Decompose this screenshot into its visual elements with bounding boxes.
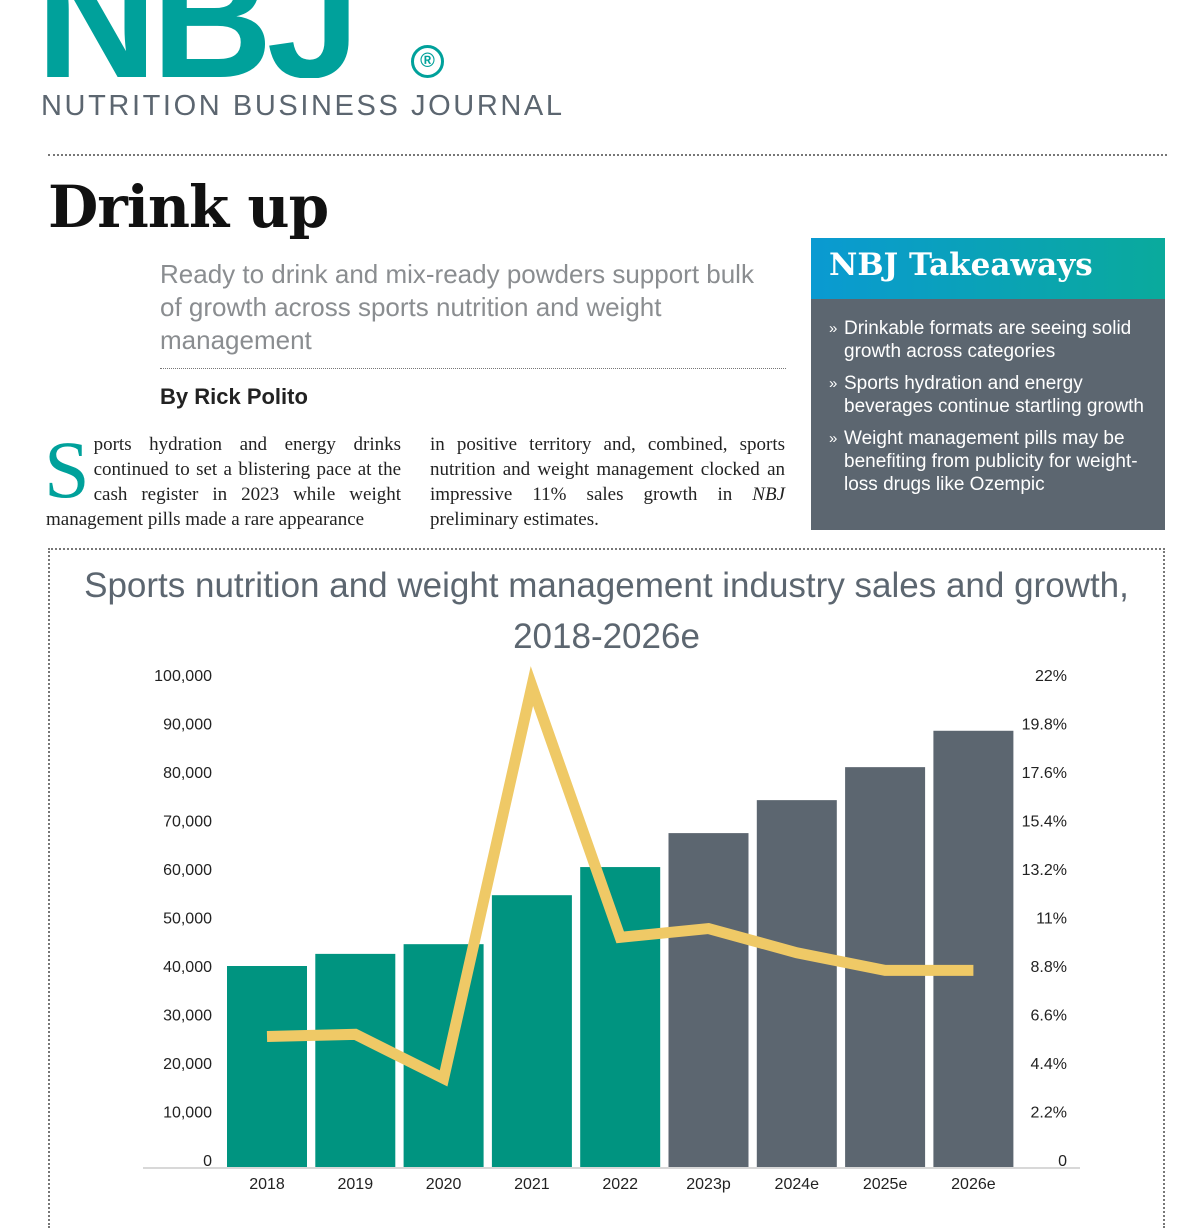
right-axis-tick: 13.2%	[1022, 862, 1067, 879]
left-axis-tick: 30,000	[163, 1008, 212, 1025]
bar-2021	[491, 895, 572, 1167]
x-axis-tick: 2026e	[951, 1176, 996, 1193]
takeaway-item: » Drinkable formats are seeing solid grow…	[829, 317, 1151, 363]
byline: By Rick Polito	[160, 384, 308, 409]
takeaway-text: Sports hydration and energy beverages co…	[844, 373, 1144, 417]
left-axis-tick: 20,000	[163, 1056, 212, 1073]
left-axis-tick: 90,000	[163, 717, 212, 734]
x-axis-tick: 2019	[338, 1176, 374, 1193]
left-axis-tick: 10,000	[163, 1105, 212, 1122]
takeaways-box: NBJ Takeaways » Drinkable formats are see…	[811, 238, 1165, 530]
body-text: in positive territory and, combined, spo…	[430, 434, 785, 505]
right-axis-tick: 11%	[1036, 911, 1067, 928]
registered-mark: ®	[411, 45, 444, 78]
bar-2026e	[933, 730, 1014, 1167]
takeaway-text: Weight management pills may be benefitin…	[844, 428, 1138, 495]
body-column-2: in positive territory and, combined, spo…	[430, 432, 785, 532]
divider	[48, 154, 1167, 156]
body-text: ports hydration and energy drinks contin…	[46, 434, 401, 530]
bar-2018	[227, 966, 307, 1167]
right-axis-tick: 6.6%	[1031, 1008, 1067, 1025]
right-axis-tick: 2.2%	[1031, 1105, 1067, 1122]
x-axis-tick: 2018	[249, 1176, 285, 1193]
x-axis-tick: 2022	[602, 1176, 638, 1193]
chart-title: Sports nutrition and weight management i…	[84, 566, 1129, 656]
left-axis-tick: 100,000	[154, 668, 212, 685]
chart-frame	[48, 548, 1165, 1228]
bar-2019	[315, 953, 396, 1167]
chart: 0 10,000 20,000 30,000 40,000 50,000 60,000 70,…	[143, 666, 1080, 1193]
divider	[160, 368, 786, 369]
x-axis-tick: 2021	[514, 1176, 550, 1193]
right-axis-tick: 22%	[1035, 668, 1067, 685]
right-axis-tick: 8.8%	[1031, 959, 1067, 976]
takeaways-list: » Drinkable formats are seeing solid grow…	[811, 299, 1165, 496]
drop-cap: S	[44, 424, 90, 515]
takeaway-text: Drinkable formats are seeing solid growt…	[844, 318, 1132, 362]
left-axis-tick: 80,000	[163, 765, 212, 782]
body-emphasis: NBJ	[752, 484, 785, 505]
bullet-icon: »	[829, 375, 838, 392]
article-title: Drink up	[48, 173, 329, 241]
right-axis-tick: 0	[1058, 1153, 1067, 1170]
left-axis-tick: 60,000	[163, 862, 212, 879]
bar-2024e	[756, 800, 837, 1167]
left-axis-tick: 50,000	[163, 911, 212, 928]
bullet-icon: »	[829, 430, 838, 447]
left-axis-tick: 0	[203, 1153, 212, 1170]
right-axis-tick: 19.8%	[1022, 717, 1067, 734]
article-subtitle: Ready to drink and mix-ready powders sup…	[160, 259, 754, 355]
x-axis-tick: 2023p	[686, 1176, 731, 1193]
x-axis-tick: 2025e	[863, 1176, 908, 1193]
growth-line	[266, 666, 974, 1087]
bullet-icon: »	[829, 320, 838, 337]
right-axis-tick: 4.4%	[1031, 1056, 1067, 1073]
x-axis-tick: 2020	[426, 1176, 462, 1193]
bar-2022	[580, 867, 661, 1167]
left-axis-tick: 70,000	[163, 814, 212, 831]
body-text: preliminary estimates.	[430, 509, 599, 530]
takeaways-title: NBJ Takeaways	[811, 238, 1165, 299]
takeaway-item: » Weight management pills may be benefiti…	[829, 427, 1151, 496]
right-axis-tick: 15.4%	[1022, 814, 1067, 831]
x-axis-tick: 2024e	[775, 1176, 820, 1193]
takeaway-item: » Sports hydration and energy beverages c…	[829, 372, 1151, 418]
bar-2023p	[668, 833, 749, 1167]
right-axis-tick: 17.6%	[1022, 765, 1067, 782]
logo-mark: NBJ	[36, 0, 366, 78]
left-axis-tick: 40,000	[163, 959, 212, 976]
logo-name: NUTRITION BUSINESS JOURNAL	[41, 90, 565, 122]
